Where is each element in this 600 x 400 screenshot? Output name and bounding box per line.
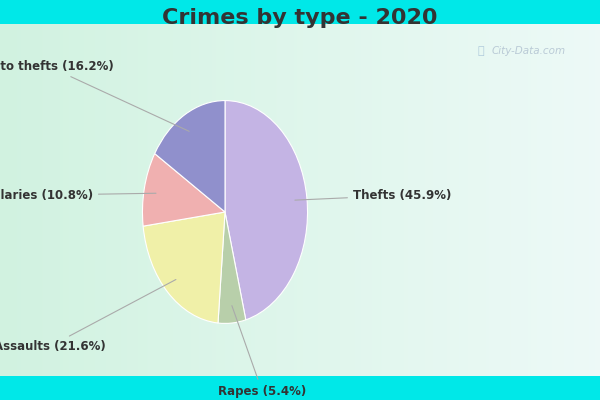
Text: Burglaries (10.8%): Burglaries (10.8%) xyxy=(0,189,156,202)
Text: ⓘ: ⓘ xyxy=(477,46,484,56)
Wedge shape xyxy=(142,154,225,226)
Text: Crimes by type - 2020: Crimes by type - 2020 xyxy=(162,8,438,28)
Wedge shape xyxy=(155,100,225,212)
Text: City-Data.com: City-Data.com xyxy=(492,46,566,56)
Text: Rapes (5.4%): Rapes (5.4%) xyxy=(218,306,306,398)
Wedge shape xyxy=(225,100,308,320)
Text: Auto thefts (16.2%): Auto thefts (16.2%) xyxy=(0,60,189,131)
Text: Thefts (45.9%): Thefts (45.9%) xyxy=(295,189,451,202)
Wedge shape xyxy=(218,212,246,324)
Text: Assaults (21.6%): Assaults (21.6%) xyxy=(0,280,176,353)
Wedge shape xyxy=(143,212,225,323)
